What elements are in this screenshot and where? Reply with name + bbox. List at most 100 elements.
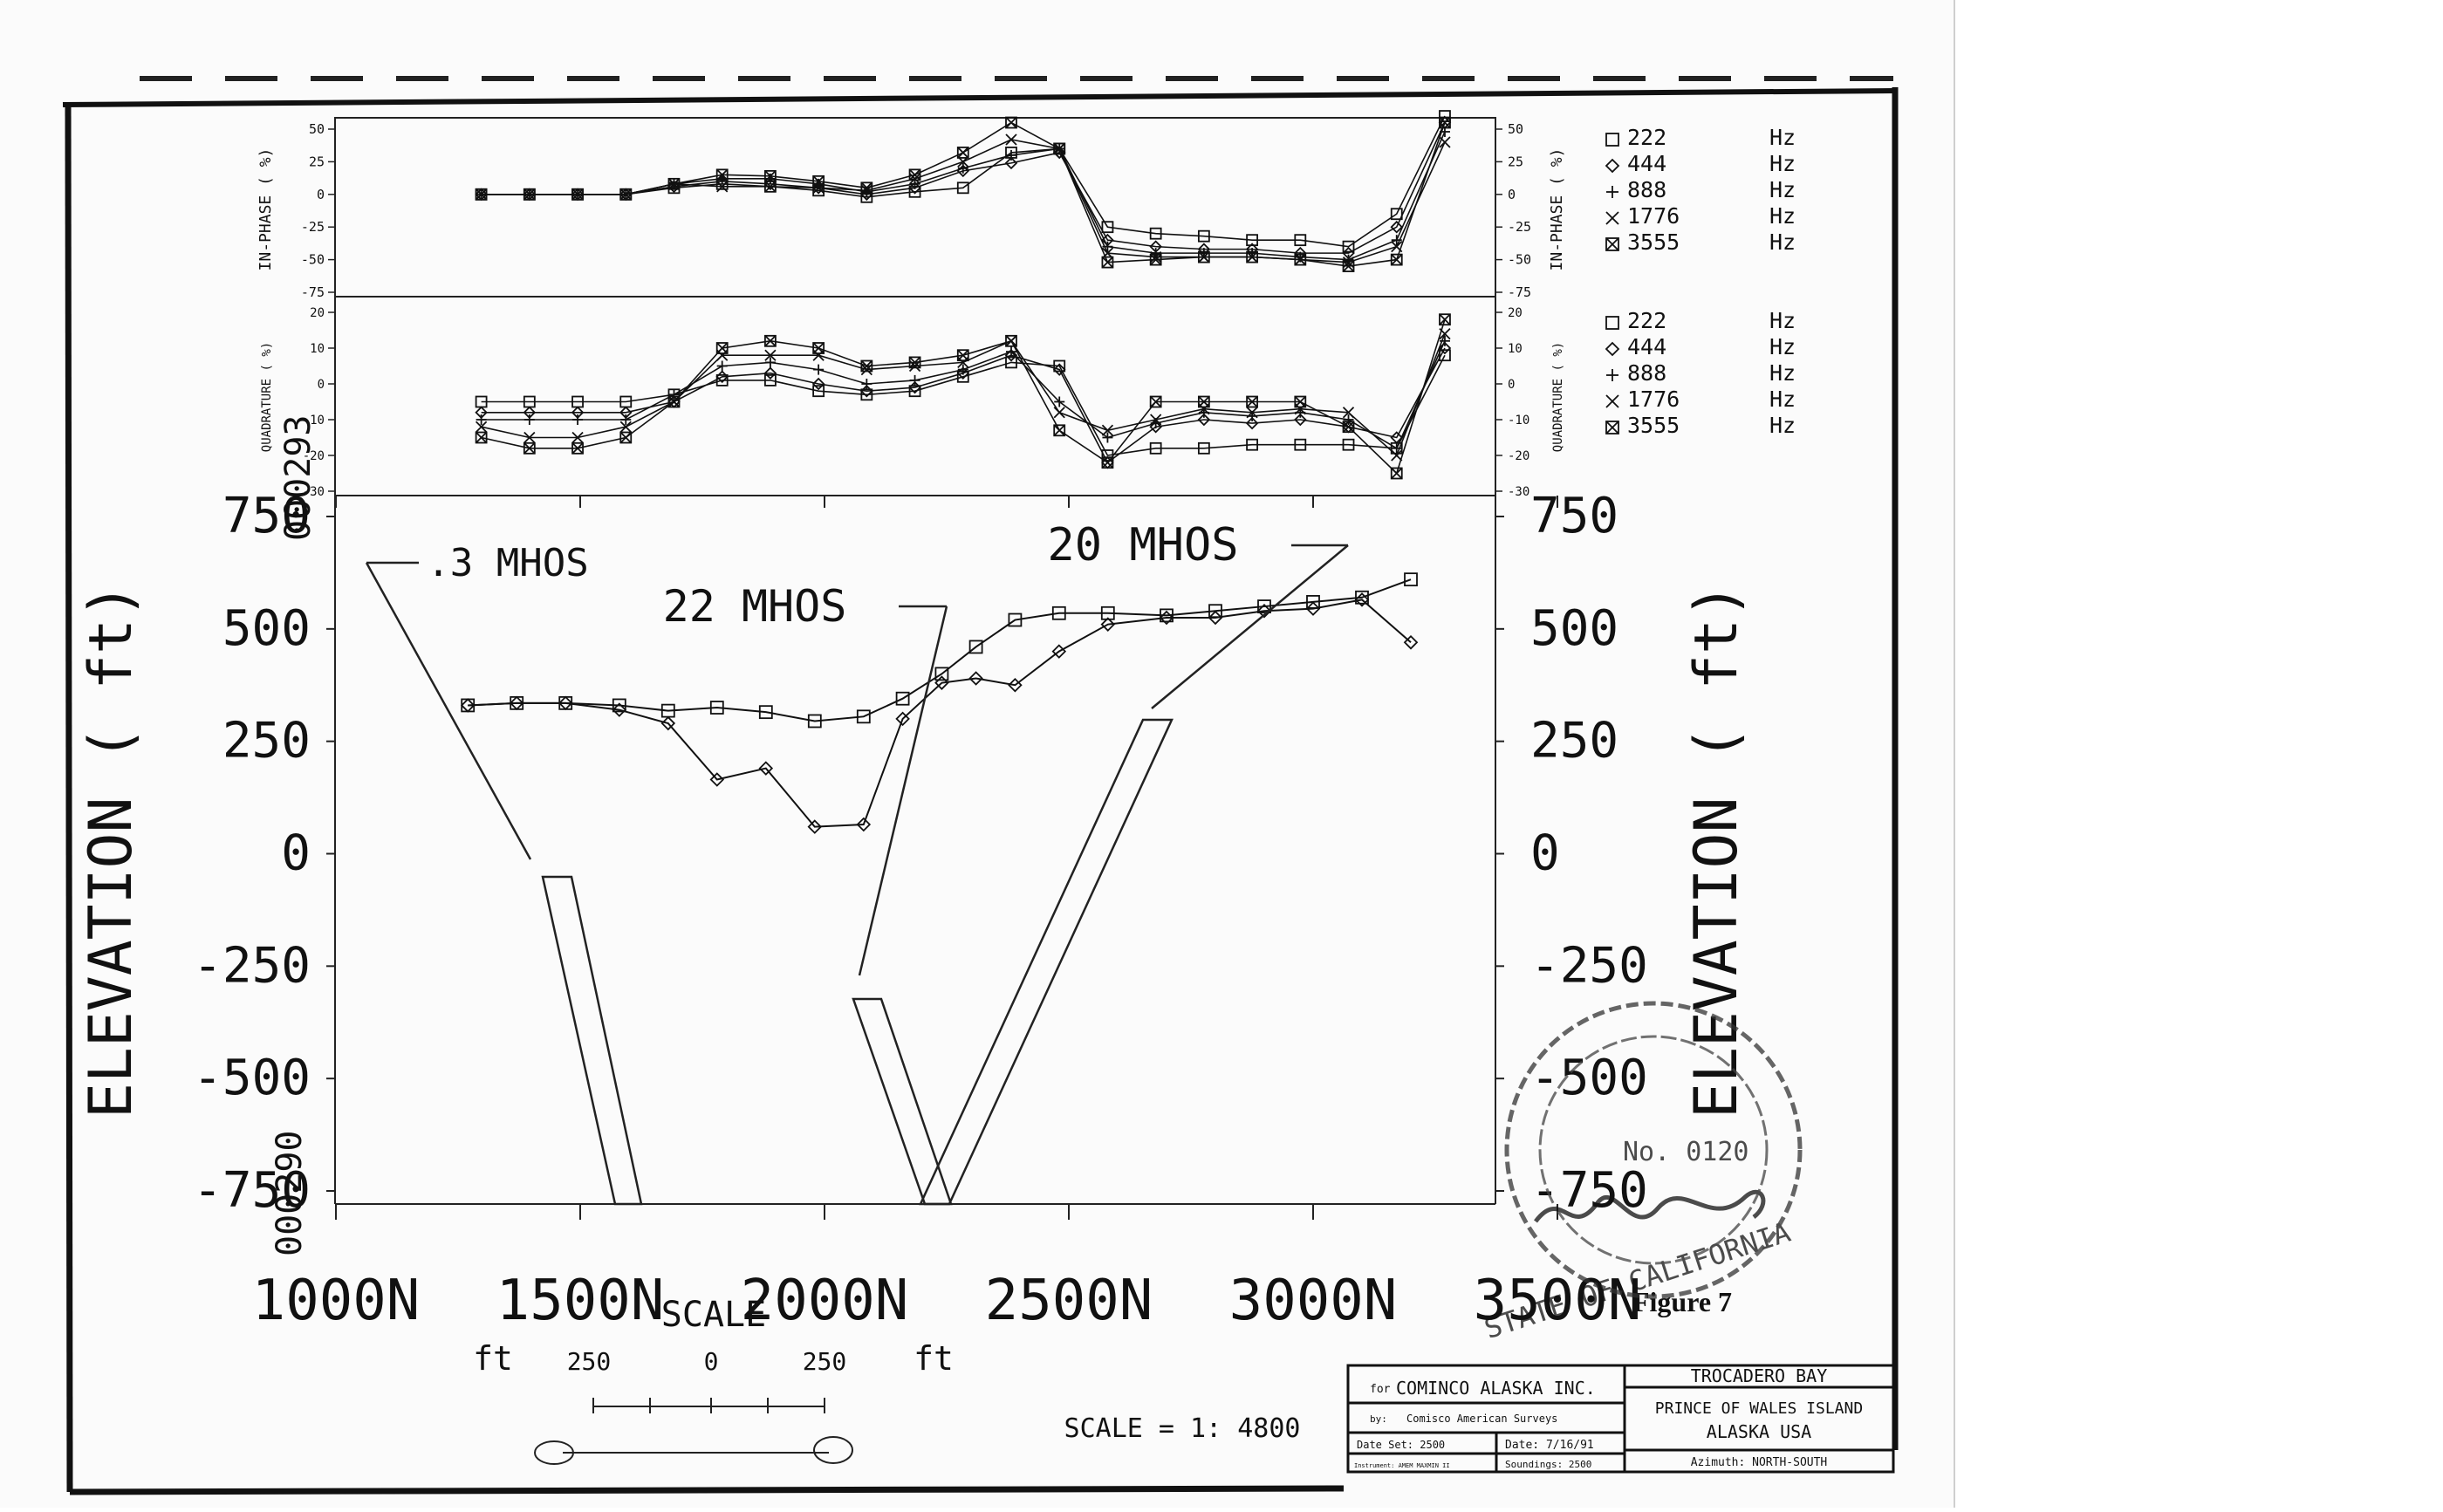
legend-marker-444 (1605, 158, 1620, 174)
ytick-label-right: -30 (1508, 485, 1529, 499)
ytick-label-left: -50 (301, 252, 325, 268)
elevation-ytick-label-left: -250 (193, 937, 311, 994)
data-point-444 (1197, 413, 1211, 427)
data-point-222 (1439, 349, 1451, 362)
title-date: Date: 7/16/91 (1505, 1439, 1594, 1452)
ytick-label-right: 0 (1508, 378, 1515, 392)
legend-unit: Hz (1769, 413, 1796, 438)
data-point-3555 (764, 169, 777, 182)
title-for-label: for (1370, 1383, 1391, 1396)
elevation-data-point-diamond (1051, 644, 1067, 659)
data-point-222 (1246, 438, 1258, 451)
title-instrument: Instrument: AMEM MAXMIN II (1354, 1462, 1450, 1469)
data-point-888 (1343, 414, 1354, 425)
scale-label-mid: 0 (704, 1347, 719, 1376)
elevation-data-point-square (612, 698, 626, 713)
data-point-222 (1390, 208, 1403, 221)
elevation-ytick-label-right: -250 (1530, 937, 1648, 994)
legend-marker-888 (1606, 369, 1618, 381)
side-mark-1: 000293 (278, 415, 318, 542)
data-point-444 (811, 377, 825, 391)
data-point-3555 (908, 356, 921, 369)
elevation-data-point-diamond (660, 715, 676, 731)
elevation-ytick-label-left: -500 (193, 1050, 311, 1106)
data-point-3555 (1390, 467, 1403, 480)
elevation-axes: 750 750 500 500 250 250 0 0 -250 -250 -500 -500 -750… (193, 488, 1648, 1333)
elevation-xtick-label: 1500N (496, 1269, 665, 1333)
stamp-number: No. 0120 (1623, 1137, 1749, 1167)
data-point-444 (956, 366, 970, 380)
data-point-1776 (1005, 133, 1017, 146)
series-line-222 (481, 354, 1446, 456)
elevation-data-point-diamond (934, 675, 949, 690)
figure-label: Figure 7 (1632, 1286, 1732, 1317)
legend-label-1776: 1776 (1627, 387, 1680, 412)
inphase-axes: 50 50 25 25 0 0 -25 -25 -50 -50 -75 -75 (301, 121, 1531, 300)
elevation-ytick-label-left: 250 (222, 713, 311, 770)
data-point-3555 (860, 181, 873, 195)
data-point-222 (1149, 441, 1162, 455)
data-point-3555 (523, 188, 536, 201)
legend-label-222: 222 (1627, 308, 1666, 333)
stamp-signature (1534, 1189, 1766, 1223)
elevation-series-line-square (468, 578, 1412, 722)
data-point-444 (908, 181, 921, 195)
stamp-outer-ring (1504, 1001, 1803, 1299)
data-point-1776 (1246, 407, 1258, 419)
data-point-3555 (812, 342, 825, 354)
data-point-3555 (523, 441, 536, 455)
quadrature-panel-frame (334, 296, 1496, 496)
legend-unit: Hz (1769, 125, 1796, 150)
title-block-frame (1346, 1364, 1895, 1474)
title-location-1: PRINCE OF WALES ISLAND (1655, 1399, 1863, 1418)
elevation-series-line-diamond (468, 599, 1412, 828)
scale-bar (534, 1398, 853, 1465)
data-point-222 (1439, 110, 1451, 122)
title-date-set: Date Set: 2500 (1357, 1439, 1445, 1451)
data-point-3555 (1149, 395, 1162, 408)
ytick-label-right: 10 (1508, 342, 1523, 356)
scale-label-left: 250 (567, 1347, 612, 1376)
title-soundings: Soundings: 2500 (1505, 1459, 1591, 1470)
elevation-xtick-label: 3500N (1474, 1269, 1642, 1333)
frame-top (62, 88, 1896, 107)
elevation-ytick-label-right: 250 (1530, 713, 1618, 770)
data-point-444 (1149, 420, 1162, 434)
ytick-label-right: 50 (1508, 121, 1523, 137)
quadrature-axes: 20 20 10 10 0 0 -10 -10 -20 -20 -30 -30 (303, 306, 1530, 499)
quadrature-plot (475, 313, 1452, 480)
elevation-ytick-label-left: 500 (222, 600, 311, 657)
legend-marker-222 (1605, 316, 1619, 330)
data-point-222 (1053, 359, 1066, 373)
legend-label-3555: 3555 (1627, 229, 1680, 255)
data-point-888 (957, 364, 968, 375)
legend-unit: Hz (1769, 177, 1796, 202)
data-point-222 (715, 373, 729, 387)
data-point-444 (715, 370, 729, 384)
ytick-label-right: -10 (1508, 414, 1529, 428)
data-point-222 (1149, 227, 1162, 240)
elevation-data-point-square (1008, 612, 1023, 627)
data-point-3555 (1294, 395, 1307, 408)
data-point-3555 (1439, 313, 1451, 326)
data-point-1776 (1150, 414, 1162, 426)
data-point-3555 (1246, 395, 1258, 408)
elevation-ytick-label-right: 500 (1530, 600, 1618, 657)
elevation-ylabel-left: ELEVATION ( ft) (77, 583, 146, 1119)
elevation-data-point-diamond (895, 711, 910, 727)
quadrature-legend: 222 Hz 444 Hz 888 Hz 1776 Hz 3555 Hz (1605, 308, 1796, 438)
frame-left (65, 104, 73, 1493)
elevation-ytick-label-left: -750 (193, 1162, 311, 1219)
data-point-222 (860, 388, 873, 401)
data-point-888 (716, 360, 728, 372)
data-point-888 (909, 374, 920, 386)
stamp-inner-ring (1538, 1035, 1769, 1265)
annotation-mhos-03: .3 MHOS (427, 541, 588, 585)
data-point-222 (1294, 234, 1307, 247)
ytick-label-left: 0 (317, 187, 325, 202)
legend-unit: Hz (1769, 334, 1796, 359)
data-point-444 (1052, 146, 1066, 160)
data-point-3555 (1005, 116, 1017, 129)
elevation-data-point-square (1051, 605, 1066, 620)
data-point-444 (763, 366, 777, 380)
